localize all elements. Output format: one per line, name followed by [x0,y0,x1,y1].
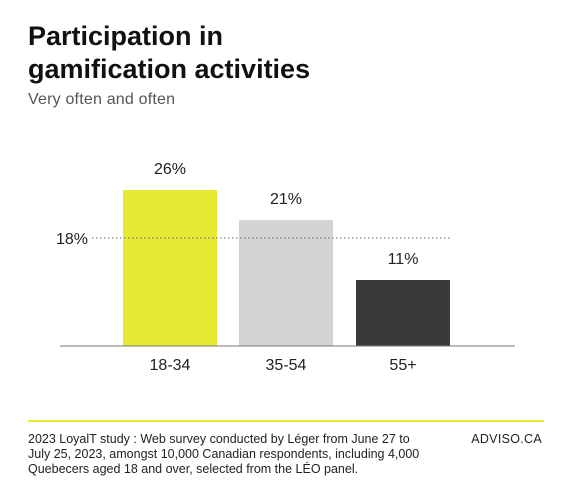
bar-35-54 [239,220,333,346]
data-label-18-34: 26% [154,161,186,178]
chart-title-line-2: gamification activities [28,54,311,84]
bar-chart: 26% 18-34 21% 35-54 11% 55+ 18% [56,161,515,374]
data-label-35-54: 21% [270,191,302,208]
source-note: 2023 LoyalT study : Web survey conducted… [28,432,420,476]
chart-subtitle: Very often and often [28,91,176,108]
bar-18-34 [123,190,217,346]
category-label-55+: 55+ [389,357,416,374]
reference-line-label: 18% [56,231,88,248]
category-label-18-34: 18-34 [150,357,191,374]
chart-title-line-1: Participation in [28,21,224,51]
chart-title: Participation in gamification activities [28,20,548,86]
data-label-55+: 11% [388,251,419,268]
category-label-35-54: 35-54 [266,357,307,374]
brand-label: ADVISO.CA [471,432,542,446]
bar-55+ [356,280,450,346]
footer-divider [28,420,544,422]
